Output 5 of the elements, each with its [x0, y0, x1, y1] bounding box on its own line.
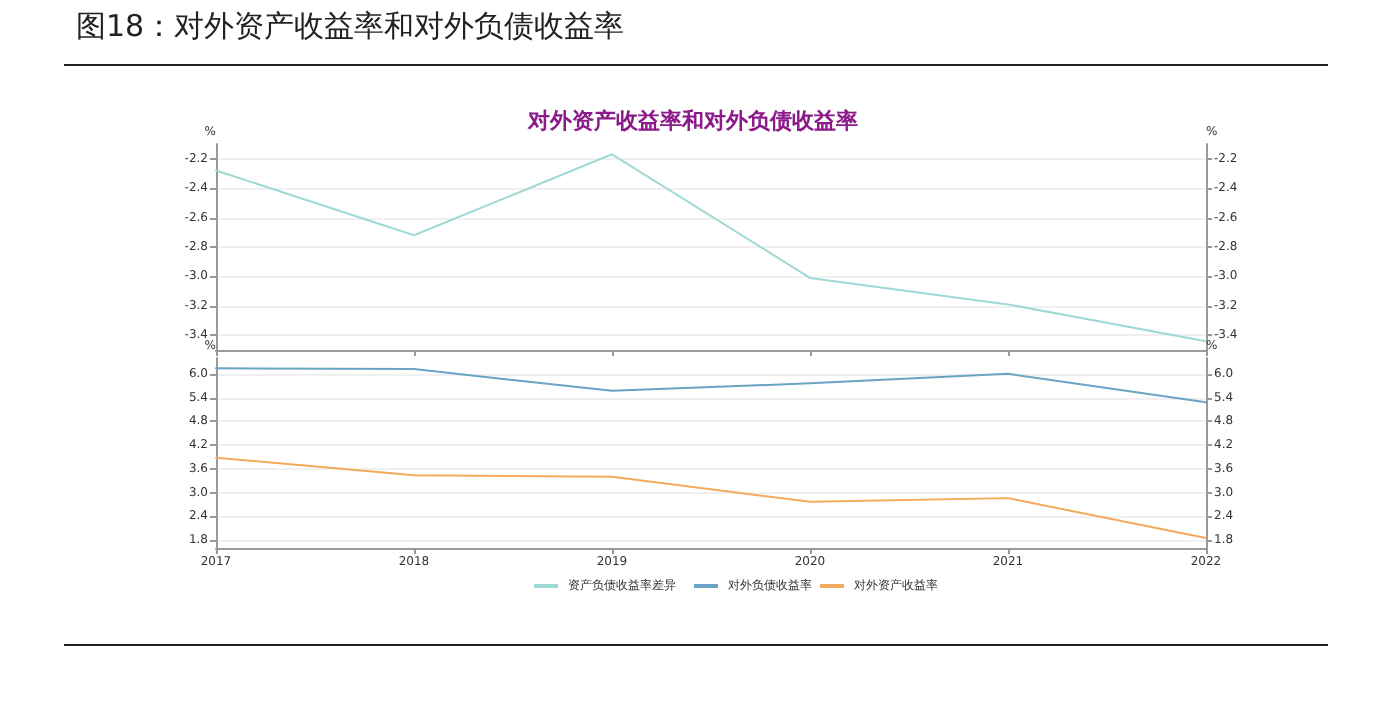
- line-series: [215, 456, 1207, 540]
- chart-subtitle: 对外资产收益率和对外负债收益率: [526, 108, 858, 134]
- line-series: [215, 367, 1207, 404]
- chart-title: 图18：对外资产收益率和对外负债收益率: [76, 8, 625, 46]
- line-series: [215, 153, 1207, 343]
